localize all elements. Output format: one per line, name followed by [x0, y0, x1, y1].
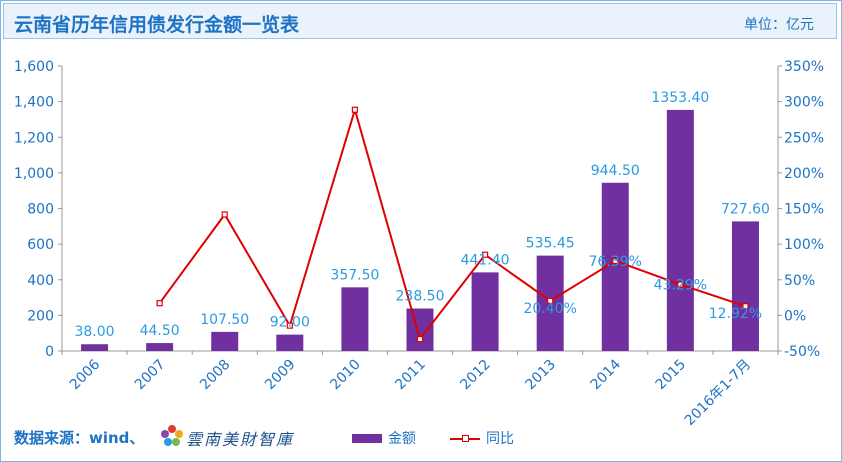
line-point — [677, 281, 684, 288]
line-point — [156, 300, 163, 307]
y2-tick-label: 250% — [784, 130, 824, 146]
bar-data-label: 1353.40 — [651, 90, 709, 106]
data-source: 数据来源：wind、 — [14, 429, 145, 447]
bar — [81, 344, 109, 351]
x-tick-label: 2014 — [588, 356, 625, 393]
bar-data-label: 107.50 — [200, 312, 249, 328]
y-tick-label: 1,400 — [14, 95, 54, 111]
legend-bar-label: 金额 — [388, 431, 416, 447]
line-data-label: 43.29% — [654, 278, 707, 294]
bar — [146, 343, 174, 351]
bar-data-label: 38.00 — [74, 324, 114, 340]
y-tick-label: 600 — [27, 237, 54, 253]
line-data-label: 12.92% — [709, 306, 762, 322]
x-tick-label: 2008 — [197, 357, 234, 394]
y2-tick-label: 300% — [784, 95, 824, 111]
x-tick-label: 2013 — [522, 357, 559, 394]
y2-tick-label: 200% — [784, 166, 824, 182]
line-point — [547, 297, 554, 304]
y2-tick-label: 150% — [784, 202, 824, 218]
unit-label: 单位：亿元 — [744, 17, 814, 33]
y2-tick-label: 0% — [784, 308, 806, 324]
y-tick-label: 1,000 — [14, 166, 54, 182]
line-point — [481, 251, 489, 258]
bar — [211, 331, 239, 351]
chart-title: 云南省历年信用债发行金额一览表 — [14, 14, 300, 36]
line-point — [351, 106, 359, 113]
y-tick-label: 0 — [45, 344, 54, 360]
bar — [731, 221, 759, 351]
x-tick-label: 2006 — [67, 356, 104, 393]
logo-text: 雲南美財智庫 — [186, 430, 295, 449]
y2-tick-label: 50% — [784, 273, 815, 289]
bar-data-label: 44.50 — [140, 323, 180, 339]
bar-data-label: 535.45 — [526, 236, 575, 252]
x-tick-label: 2011 — [392, 357, 429, 394]
x-tick-label: 2009 — [262, 357, 299, 394]
line-point — [221, 211, 228, 218]
bar — [471, 272, 499, 351]
y-tick-label: 1,200 — [14, 130, 54, 146]
bar — [406, 308, 434, 351]
y-tick-label: 400 — [27, 273, 54, 289]
x-tick-label: 2007 — [132, 357, 169, 394]
legend: 金额 同比 — [352, 428, 514, 448]
bar — [666, 109, 694, 351]
bar-data-label: 441.40 — [461, 252, 510, 268]
bar-data-label: 92.00 — [270, 315, 310, 331]
y2-tick-label: 350% — [784, 59, 824, 75]
line-point — [416, 336, 424, 343]
title-bar: 云南省历年信用债发行金额一览表 单位：亿元 — [3, 3, 837, 39]
x-tick-label: 2016年1-7月 — [682, 357, 754, 429]
y2-tick-label: 100% — [784, 237, 824, 253]
bar-data-label: 238.50 — [396, 289, 445, 305]
x-tick-label: 2010 — [327, 357, 364, 394]
line-point — [286, 322, 293, 329]
y-tick-label: 1,600 — [14, 59, 54, 75]
legend-line-swatch — [450, 434, 480, 443]
y-tick-label: 200 — [27, 308, 54, 324]
growth-line — [158, 106, 746, 342]
bar — [276, 334, 304, 351]
x-tick-label: 2012 — [457, 357, 494, 394]
line-data-label: 76.39% — [589, 254, 642, 270]
flower-logo-icon — [161, 425, 183, 446]
x-tick-label: 2015 — [653, 357, 690, 394]
bar-data-label: 944.50 — [591, 163, 640, 179]
legend-bar-swatch — [352, 433, 382, 443]
y-tick-label: 800 — [27, 202, 54, 218]
bar-data-label: 727.60 — [721, 201, 770, 217]
line-data-label: 20.40% — [523, 301, 576, 317]
legend-line-label: 同比 — [486, 431, 514, 447]
bar-data-label: 357.50 — [330, 267, 379, 283]
line-point — [742, 303, 749, 310]
y2-tick-label: -50% — [784, 344, 820, 360]
line-point — [612, 257, 619, 265]
bar — [341, 287, 369, 351]
